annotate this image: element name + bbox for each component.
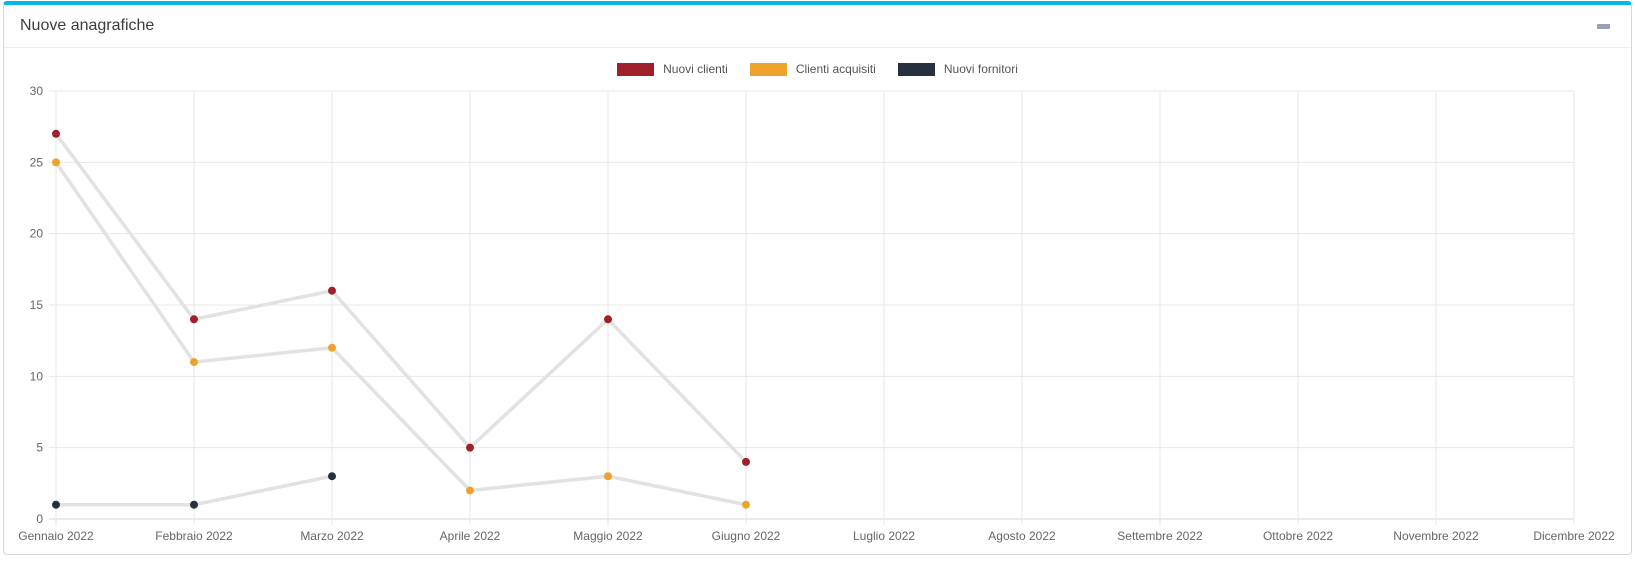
data-point[interactable] — [190, 358, 198, 367]
collapse-button[interactable] — [1592, 15, 1614, 37]
data-point[interactable] — [604, 315, 612, 324]
widget-header: Nuove anagrafiche — [4, 5, 1631, 48]
x-tick-label: Febbraio 2022 — [155, 529, 233, 543]
data-point[interactable] — [190, 500, 198, 509]
data-point[interactable] — [742, 457, 750, 466]
legend-label: Clienti acquisiti — [795, 62, 876, 76]
data-point[interactable] — [52, 158, 60, 167]
legend-item-clienti-acquisiti[interactable]: Clienti acquisiti — [749, 62, 876, 76]
page-title: Nuove anagrafiche — [20, 17, 155, 34]
x-tick-label: Luglio 2022 — [853, 529, 915, 543]
x-tick-label: Marzo 2022 — [300, 529, 364, 543]
data-point[interactable] — [328, 286, 336, 295]
data-point[interactable] — [466, 486, 474, 495]
chart-container: Nuovi clienti Clienti acquisiti Nuovi fo… — [4, 48, 1631, 552]
x-tick-label: Gennaio 2022 — [18, 529, 94, 543]
data-point[interactable] — [52, 500, 60, 509]
data-point[interactable] — [604, 472, 612, 481]
y-tick-label: 20 — [30, 227, 44, 241]
series-line — [54, 132, 748, 464]
data-point[interactable] — [190, 315, 198, 324]
x-tick-label: Giugno 2022 — [712, 529, 781, 543]
y-tick-label: 0 — [36, 512, 43, 526]
line-chart: 0 5 10 15 20 25 30 Gennaio 2022 Febbraio 2022 Mar… — [18, 84, 1615, 543]
series-line — [54, 160, 748, 507]
y-tick-label: 30 — [30, 84, 44, 98]
x-tick-label: Dicembre 2022 — [1533, 529, 1615, 543]
legend-item-nuovi-clienti[interactable]: Nuovi clienti — [617, 62, 728, 76]
legend-item-nuovi-fornitori[interactable]: Nuovi fornitori — [897, 62, 1018, 76]
x-tick-label: Aprile 2022 — [440, 529, 501, 543]
x-tick-label: Novembre 2022 — [1393, 529, 1479, 543]
data-point[interactable] — [328, 343, 336, 352]
data-point[interactable] — [466, 443, 474, 452]
data-point[interactable] — [742, 500, 750, 509]
y-tick-label: 5 — [36, 441, 43, 455]
legend-swatch-clienti-acquisiti — [749, 62, 787, 76]
data-point[interactable] — [328, 472, 336, 481]
legend-label: Nuovi clienti — [663, 62, 728, 76]
legend-label: Nuovi fornitori — [943, 62, 1018, 76]
x-tick-label: Settembre 2022 — [1117, 529, 1203, 543]
widget-card: Nuove anagrafiche Nuovi clienti Clienti … — [3, 1, 1632, 555]
x-tick-label: Ottobre 2022 — [1263, 529, 1333, 543]
y-tick-label: 25 — [30, 155, 44, 169]
chart-legend: Nuovi clienti Clienti acquisiti Nuovi fo… — [4, 62, 1631, 76]
data-point[interactable] — [52, 129, 60, 138]
legend-swatch-nuovi-fornitori — [897, 62, 935, 76]
x-tick-label: Maggio 2022 — [573, 529, 643, 543]
x-tick-label: Agosto 2022 — [988, 529, 1056, 543]
minus-icon — [1596, 23, 1610, 29]
y-tick-label: 10 — [30, 369, 44, 383]
legend-swatch-nuovi-clienti — [617, 62, 655, 76]
y-tick-label: 15 — [30, 298, 44, 312]
